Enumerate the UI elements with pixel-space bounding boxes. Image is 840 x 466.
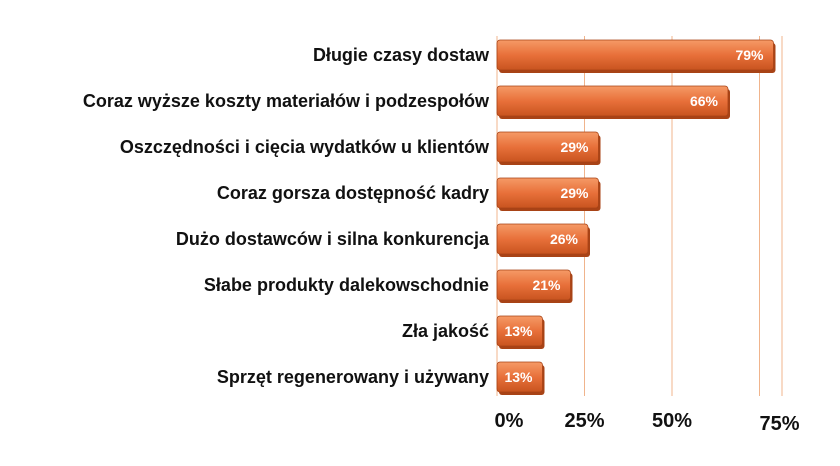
x-tick-label: 25% bbox=[564, 410, 604, 432]
x-tick-label: 75% bbox=[759, 413, 799, 435]
bar bbox=[496, 85, 729, 117]
bar bbox=[496, 315, 543, 347]
bar bbox=[496, 131, 599, 163]
category-label: Długie czasy dostaw bbox=[313, 45, 490, 65]
x-axis-ticks: 0% 25% 50% 75% bbox=[495, 410, 800, 435]
x-tick-label: 50% bbox=[652, 410, 692, 432]
bars: 79% 66% 29% 29% 26% 21% 13% 13% bbox=[496, 39, 776, 395]
category-label: Oszczędności i cięcia wydatków u klientó… bbox=[120, 137, 490, 157]
category-label: Coraz gorsza dostępność kadry bbox=[217, 183, 489, 203]
bar-value-label: 13% bbox=[504, 323, 533, 339]
x-tick-label: 0% bbox=[495, 410, 524, 432]
bar-value-label: 66% bbox=[690, 93, 719, 109]
category-label: Dużo dostawców i silna konkurencja bbox=[176, 229, 490, 249]
category-label: Sprzęt regenerowany i używany bbox=[217, 367, 489, 387]
category-label: Coraz wyższe koszty materiałów i podzesp… bbox=[83, 91, 490, 111]
bar-value-label: 29% bbox=[560, 185, 589, 201]
category-label: Zła jakość bbox=[402, 321, 489, 341]
bar bbox=[496, 269, 571, 301]
bar bbox=[496, 177, 599, 209]
bar bbox=[496, 39, 774, 71]
bar-value-label: 79% bbox=[735, 47, 764, 63]
bar-value-label: 29% bbox=[560, 139, 589, 155]
category-labels: Długie czasy dostaw Coraz wyższe koszty m… bbox=[83, 45, 490, 387]
bar-value-label: 21% bbox=[532, 277, 561, 293]
bar bbox=[496, 223, 589, 255]
bar bbox=[496, 361, 543, 393]
bar-value-label: 26% bbox=[550, 231, 579, 247]
category-label: Słabe produkty dalekowschodnie bbox=[204, 275, 489, 295]
bar-value-label: 13% bbox=[504, 369, 533, 385]
